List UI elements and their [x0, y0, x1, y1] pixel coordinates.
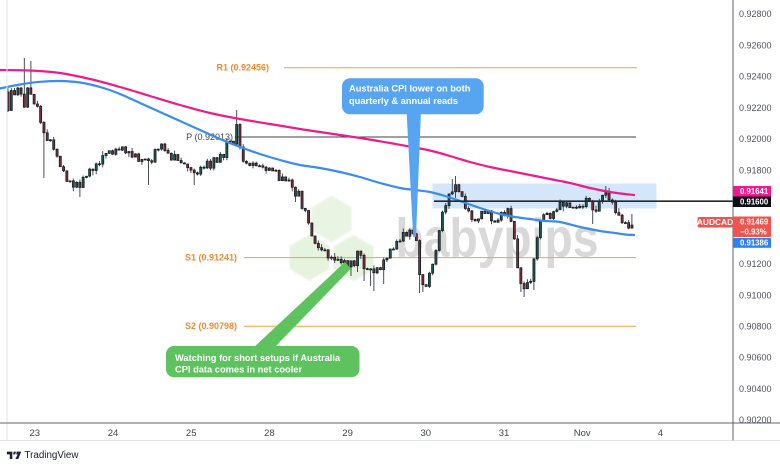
svg-text:0.92400: 0.92400: [739, 72, 772, 82]
svg-text:Australia CPI lower on both: Australia CPI lower on both: [349, 84, 471, 94]
svg-text:S1 (0.91241): S1 (0.91241): [185, 253, 237, 263]
svg-text:0.92200: 0.92200: [739, 103, 772, 113]
svg-text:0.90400: 0.90400: [739, 384, 772, 394]
svg-text:P (0.92013): P (0.92013): [186, 132, 233, 142]
svg-text:30: 30: [421, 428, 432, 439]
svg-text:quarterly & annual reads: quarterly & annual reads: [349, 96, 458, 106]
svg-text:Watching for short setups if A: Watching for short setups if Australia: [175, 353, 341, 363]
svg-text:29: 29: [342, 428, 353, 439]
svg-text:0.91386: 0.91386: [740, 239, 769, 248]
svg-text:TradingView: TradingView: [25, 450, 80, 461]
svg-text:28: 28: [264, 428, 275, 439]
svg-text:0.90200: 0.90200: [739, 415, 772, 425]
svg-text:0.92600: 0.92600: [739, 40, 772, 50]
svg-text:0.92000: 0.92000: [739, 134, 772, 144]
svg-text:0.91600: 0.91600: [740, 198, 769, 207]
svg-text:0.91641: 0.91641: [740, 187, 769, 196]
svg-text:0.90600: 0.90600: [739, 353, 772, 363]
svg-text:25: 25: [186, 428, 197, 439]
svg-text:23: 23: [30, 428, 41, 439]
svg-text:0.92800: 0.92800: [739, 9, 772, 19]
svg-text:0.91469: 0.91469: [740, 217, 769, 226]
svg-text:4: 4: [658, 428, 663, 439]
svg-text:31: 31: [499, 428, 510, 439]
svg-text:R1 (0.92456): R1 (0.92456): [216, 63, 269, 73]
svg-text:−0.93%: −0.93%: [740, 228, 767, 237]
svg-text:Nov: Nov: [574, 428, 591, 439]
svg-text:0.91200: 0.91200: [739, 259, 772, 269]
svg-text:0.90800: 0.90800: [739, 322, 772, 332]
svg-text:CPI data comes in net cooler: CPI data comes in net cooler: [175, 365, 302, 375]
svg-text:24: 24: [108, 428, 119, 439]
svg-text:AUDCAD: AUDCAD: [697, 217, 733, 227]
svg-text:0.91000: 0.91000: [739, 290, 772, 300]
svg-text:S2 (0.90798): S2 (0.90798): [185, 321, 237, 331]
svg-text:0.91800: 0.91800: [739, 165, 772, 175]
svg-text:babypips: babypips: [396, 207, 599, 269]
